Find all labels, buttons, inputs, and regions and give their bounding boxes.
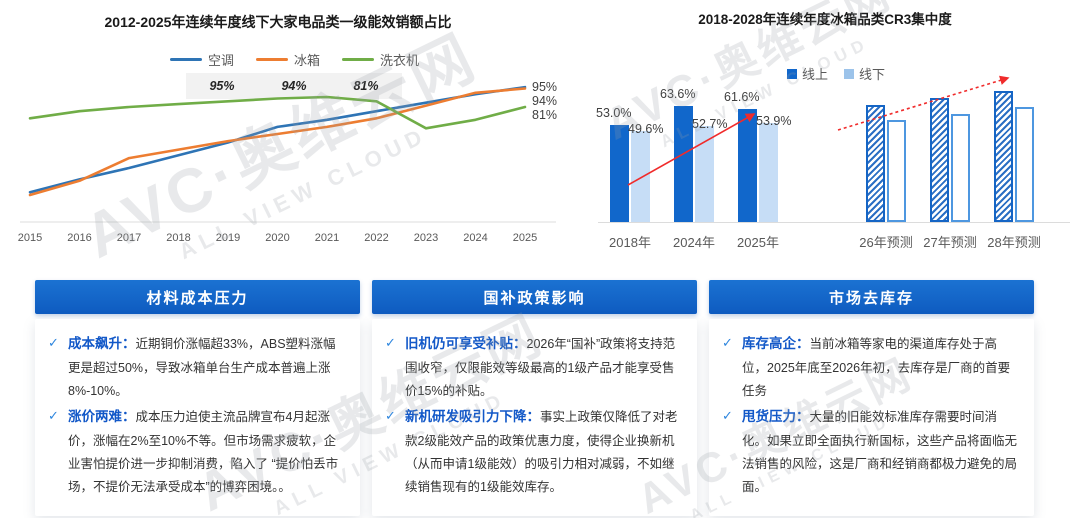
bar-chart-axis-line (598, 222, 1070, 223)
bullet-item: ✓ 涨价两难：成本压力迫使主流品牌宣布4月起涨价，涨幅在2%至10%不等。但市场… (48, 405, 345, 499)
legend-line-swatch (170, 57, 202, 62)
x-category-label: 2018年 (609, 235, 651, 250)
bullet-item: ✓ 新机研发吸引力下降：事实上政策仅降低了对老款2级能效产品的政策优惠力度，使得… (385, 405, 682, 499)
end-value-label: 81% (532, 108, 557, 122)
x-tick-label: 2023 (414, 232, 438, 244)
bullet-lead: 旧机仍可享受补贴： (405, 336, 527, 351)
legend-item: 洗衣机 (342, 50, 419, 69)
bullet-lead: 库存高企： (742, 336, 810, 351)
end-value-label: 95% (532, 80, 557, 94)
bar-offline-27年预测 (951, 114, 970, 222)
bullet-text: 成本压力迫使主流品牌宣布4月起涨价，涨幅在2%至10%不等。但市场需求疲软，企业… (68, 410, 339, 495)
bullet-text: 大量的旧能效标准库存需要时间消化。如果立即全面执行新国标，这些产品将面临无法销售… (742, 410, 1018, 495)
legend-label: 洗衣机 (380, 53, 420, 68)
series-line-洗衣机 (28, 95, 527, 130)
check-icon: ✓ (722, 408, 733, 424)
legend-line-swatch (256, 57, 289, 62)
bar-online-26年预测 (866, 104, 885, 222)
card-subsidy-policy: 国补政策影响 ✓ 旧机仍可享受补贴：2026年“国补”政策将支持范围收窄，仅限能… (372, 280, 697, 516)
readout-value: 95% (209, 79, 235, 93)
card-body: ✓ 库存高企：当前冰箱等家电的渠道库存处于高位，2025年底至2026年初，去库… (709, 319, 1034, 516)
x-tick-label: 2020 (265, 232, 289, 244)
x-tick-label: 2021 (315, 232, 339, 244)
bar-value-label: 53.0% (596, 106, 632, 120)
bar-online-2018年 (610, 125, 629, 222)
legend-item: 线上 (786, 64, 828, 83)
bar-online-2024年 (674, 105, 693, 222)
check-icon: ✓ (722, 335, 733, 350)
card-body: ✓ 旧机仍可享受补贴：2026年“国补”政策将支持范围收窄，仅限能效等级最高的1… (372, 319, 697, 516)
x-tick-label: 2022 (364, 232, 388, 244)
bullet-lead: 涨价两难： (68, 409, 136, 425)
bar-value-label: 49.6% (628, 122, 664, 137)
bar-chart: 线上 线下 53.0% 49.6% 2018年 63.6% 52.7% 2024年 61.6%… (596, 28, 1074, 270)
legend-item: 冰箱 (256, 50, 320, 69)
x-tick-label: 2016 (67, 232, 91, 244)
legend-item: 空调 (170, 50, 234, 69)
end-value-label: 94% (532, 94, 557, 108)
card-header: 市场去库存 (709, 280, 1034, 314)
bar-offline-2025年 (759, 123, 778, 222)
legend-line-swatch (342, 57, 375, 62)
bullet-text: 事实上政策仅降低了对老款2级能效产品的政策优惠力度，使得企业换新机（从而申请1级… (405, 410, 678, 495)
check-icon: ✓ (48, 335, 59, 350)
readout-value: 81% (353, 79, 379, 93)
series-line-空调 (28, 85, 527, 194)
check-icon: ✓ (385, 408, 396, 424)
bar-online-27年预测 (930, 97, 949, 222)
card-material-cost: 材料成本压力 ✓ 成本飙升：近期铜价涨幅超33%，ABS塑料涨幅更是超过50%，… (35, 280, 360, 516)
line-chart-title: 2012-2025年连续年度线下大家电品类一级能效销额占比 (104, 14, 452, 30)
x-category-label: 27年预测 (923, 235, 977, 250)
bar-chart-title: 2018-2028年连续年度冰箱品类CR3集中度 (698, 12, 952, 27)
bullet-lead: 成本飙升： (68, 336, 136, 351)
series-line-冰箱 (28, 87, 527, 197)
bar-value-label: 61.6% (724, 90, 760, 105)
x-category-label: 2025年 (737, 235, 779, 250)
line-chart-legend: 空调 冰箱 洗衣机 (170, 50, 419, 69)
x-tick-label: 2017 (117, 232, 141, 244)
x-category-label: 2024年 (673, 235, 715, 250)
x-tick-label: 2019 (216, 232, 240, 244)
x-tick-label: 2018 (166, 232, 190, 244)
bullet-text: 近期铜价涨幅超33%，ABS塑料涨幅更是超过50%，导致冰箱单台生产成本普遍上涨… (68, 337, 336, 399)
bullet-item: ✓ 甩货压力：大量的旧能效标准库存需要时间消化。如果立即全面执行新国标，这些产品… (722, 405, 1019, 499)
card-header: 国补政策影响 (372, 280, 697, 314)
bar-offline-26年预测 (887, 119, 906, 222)
legend-square-swatch (844, 68, 854, 79)
card-body: ✓ 成本飙升：近期铜价涨幅超33%，ABS塑料涨幅更是超过50%，导致冰箱单台生… (35, 319, 360, 516)
x-category-label: 26年预测 (859, 235, 913, 250)
legend-label: 线上 (801, 67, 828, 82)
card-destocking: 市场去库存 ✓ 库存高企：当前冰箱等家电的渠道库存处于高位，2025年底至202… (709, 280, 1034, 516)
legend-label: 冰箱 (294, 53, 321, 68)
legend-label: 空调 (208, 53, 235, 68)
bar-offline-28年预测 (1015, 106, 1034, 222)
bullet-lead: 甩货压力： (742, 409, 810, 425)
bar-online-2025年 (738, 109, 757, 222)
check-icon: ✓ (48, 408, 59, 424)
bullet-text: 当前冰箱等家电的渠道库存处于高位，2025年底至2026年初，去库存是厂商的首要… (742, 337, 1011, 399)
line-chart-value-readout: 95% 94% 81% (186, 73, 402, 99)
x-tick-label: 2015 (18, 232, 42, 244)
bar-offline-2018年 (631, 131, 650, 222)
readout-value: 94% (281, 79, 307, 93)
bullet-item: ✓ 旧机仍可享受补贴：2026年“国补”政策将支持范围收窄，仅限能效等级最高的1… (385, 332, 682, 403)
x-tick-label: 2025 (513, 232, 537, 244)
check-icon: ✓ (385, 335, 396, 350)
x-tick-label: 2024 (463, 232, 487, 244)
bullet-text: 2026年“国补”政策将支持范围收窄，仅限能效等级最高的1级产品才能享受售价15… (405, 337, 676, 399)
bar-offline-2024年 (695, 125, 714, 222)
legend-square-swatch (786, 68, 797, 79)
bar-online-28年预测 (994, 91, 1013, 222)
bullet-item: ✓ 成本飙升：近期铜价涨幅超33%，ABS塑料涨幅更是超过50%，导致冰箱单台生… (48, 332, 345, 403)
bar-chart-plot: 53.0% 49.6% 2018年 63.6% 52.7% 2024年 61.6% 53.9%… (596, 28, 1074, 270)
card-header: 材料成本压力 (35, 280, 360, 314)
bullet-lead: 新机研发吸引力下降： (405, 409, 540, 425)
bar-value-label: 52.7% (692, 116, 728, 131)
bar-value-label: 63.6% (660, 86, 696, 101)
bar-value-label: 53.9% (756, 114, 792, 129)
line-chart-plot: 2015 2016 2017 2018 2019 2020 2021 2022 2023 2024… (18, 80, 557, 244)
x-category-label: 28年预测 (987, 235, 1041, 250)
bullet-item: ✓ 库存高企：当前冰箱等家电的渠道库存处于高位，2025年底至2026年初，去库… (722, 332, 1019, 403)
